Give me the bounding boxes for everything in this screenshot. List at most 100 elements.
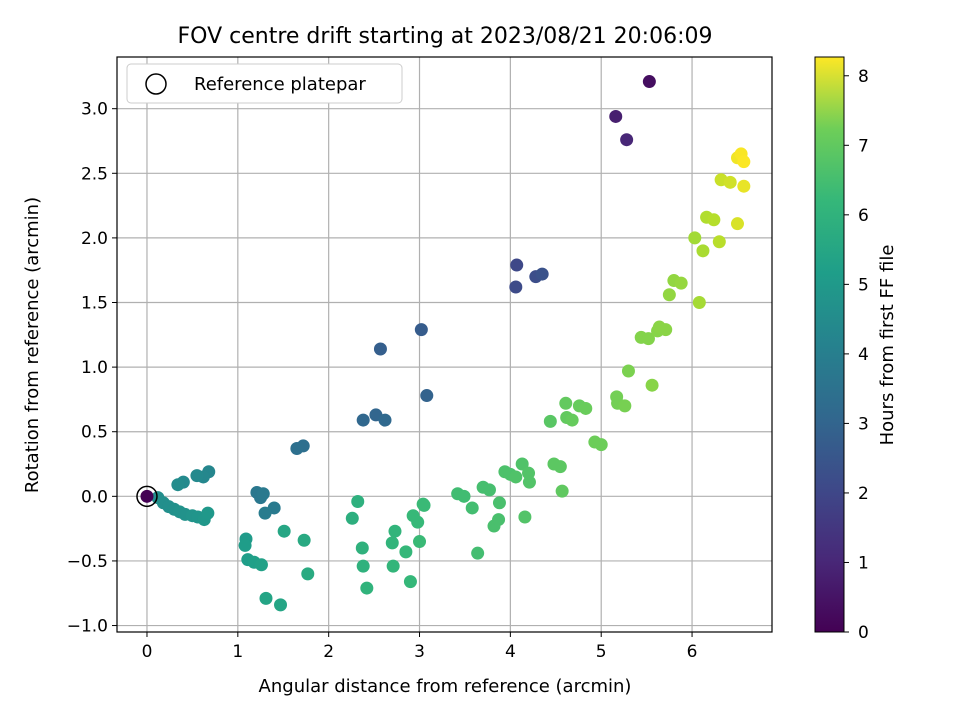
data-point bbox=[737, 155, 751, 169]
data-point bbox=[254, 558, 268, 572]
data-point bbox=[274, 598, 288, 612]
data-point bbox=[373, 342, 387, 356]
plot-frame bbox=[116, 56, 773, 633]
x-tick-label: 4 bbox=[505, 642, 516, 662]
data-point bbox=[297, 533, 311, 547]
data-point bbox=[621, 364, 635, 378]
data-point bbox=[492, 496, 506, 510]
data-point bbox=[659, 323, 673, 337]
data-point bbox=[492, 513, 506, 527]
x-axis: 0 1 2 3 4 5 6 bbox=[142, 632, 697, 662]
data-point bbox=[259, 591, 273, 605]
y-tick-label: 2.5 bbox=[81, 164, 108, 184]
colorbar: 0 1 2 3 4 5 6 7 8 Hours from first FF file bbox=[814, 56, 898, 643]
data-point bbox=[737, 179, 751, 193]
data-point bbox=[258, 506, 272, 520]
data-point bbox=[403, 575, 417, 589]
data-point bbox=[471, 546, 485, 560]
data-point bbox=[360, 581, 374, 595]
data-point bbox=[692, 296, 706, 310]
data-point bbox=[642, 75, 656, 89]
data-point bbox=[355, 541, 369, 555]
data-point bbox=[553, 460, 567, 474]
colorbar-ticks: 0 1 2 3 4 5 6 7 8 bbox=[844, 67, 869, 643]
data-point bbox=[351, 494, 365, 508]
data-point bbox=[522, 475, 536, 489]
colorbar-tick-label: 7 bbox=[858, 136, 869, 156]
data-point bbox=[290, 442, 304, 456]
data-point bbox=[579, 401, 593, 415]
data-point bbox=[277, 524, 291, 538]
data-point bbox=[707, 213, 721, 227]
data-point bbox=[201, 506, 215, 520]
data-point bbox=[256, 487, 270, 501]
y-axis-label: Rotation from reference (arcmin) bbox=[22, 197, 43, 493]
data-point bbox=[399, 545, 413, 559]
data-point bbox=[688, 231, 702, 245]
data-point bbox=[696, 244, 710, 258]
x-tick-label: 3 bbox=[414, 642, 425, 662]
data-point bbox=[414, 323, 428, 337]
colorbar-tick-label: 3 bbox=[858, 414, 869, 434]
data-point bbox=[730, 217, 744, 231]
data-point bbox=[465, 501, 479, 515]
data-point bbox=[388, 524, 402, 538]
colorbar-tick-label: 2 bbox=[858, 484, 869, 504]
x-tick-label: 0 bbox=[142, 642, 153, 662]
data-point bbox=[413, 535, 427, 549]
data-point bbox=[417, 498, 431, 512]
data-point bbox=[385, 536, 399, 550]
colorbar-tick-label: 8 bbox=[858, 67, 869, 87]
data-point bbox=[618, 399, 632, 413]
chart-title: FOV centre drift starting at 2023/08/21 … bbox=[178, 24, 713, 49]
colorbar-tick-label: 5 bbox=[858, 275, 869, 295]
data-point bbox=[559, 396, 573, 410]
data-point bbox=[482, 483, 496, 497]
data-point bbox=[386, 559, 400, 573]
reference-point bbox=[140, 489, 154, 503]
colorbar-gradient bbox=[814, 56, 845, 633]
data-point bbox=[535, 267, 549, 281]
y-tick-label: 2.0 bbox=[81, 229, 108, 249]
x-tick-label: 1 bbox=[232, 642, 243, 662]
y-tick-label: 3.0 bbox=[81, 100, 108, 120]
data-point bbox=[356, 559, 370, 573]
data-point bbox=[457, 489, 471, 503]
grid-lines bbox=[117, 57, 772, 632]
data-point bbox=[555, 484, 569, 498]
reference-marker bbox=[136, 485, 158, 508]
data-point bbox=[411, 515, 425, 529]
data-point bbox=[378, 413, 392, 427]
y-tick-label: −1.0 bbox=[67, 617, 108, 637]
data-point bbox=[171, 478, 185, 492]
y-tick-label: 0.0 bbox=[81, 487, 108, 507]
data-point bbox=[712, 235, 726, 249]
y-tick-label: 1.5 bbox=[81, 294, 108, 314]
y-tick-label: 1.0 bbox=[81, 358, 108, 378]
data-point bbox=[609, 109, 623, 123]
data-point bbox=[594, 438, 608, 452]
y-axis: −1.0 −0.5 0.0 0.5 1.0 1.5 2.0 2.5 3.0 bbox=[67, 100, 117, 637]
legend: Reference platepar bbox=[126, 63, 403, 104]
data-point bbox=[356, 413, 370, 427]
data-point bbox=[509, 280, 523, 294]
data-point bbox=[420, 389, 434, 403]
data-point bbox=[620, 133, 634, 147]
data-point bbox=[641, 332, 655, 346]
data-point bbox=[645, 378, 659, 392]
colorbar-tick-label: 1 bbox=[858, 553, 869, 573]
x-tick-label: 2 bbox=[323, 642, 334, 662]
x-tick-label: 5 bbox=[596, 642, 607, 662]
data-point bbox=[543, 414, 557, 428]
legend-marker bbox=[145, 73, 167, 95]
data-point bbox=[238, 538, 252, 552]
data-point bbox=[301, 567, 315, 581]
data-point bbox=[662, 288, 676, 302]
y-tick-label: 0.5 bbox=[81, 423, 108, 443]
x-axis-label: Angular distance from reference (arcmin) bbox=[259, 676, 632, 697]
data-point bbox=[509, 470, 523, 484]
y-tick-label: −0.5 bbox=[67, 552, 108, 572]
data-point bbox=[674, 276, 688, 290]
